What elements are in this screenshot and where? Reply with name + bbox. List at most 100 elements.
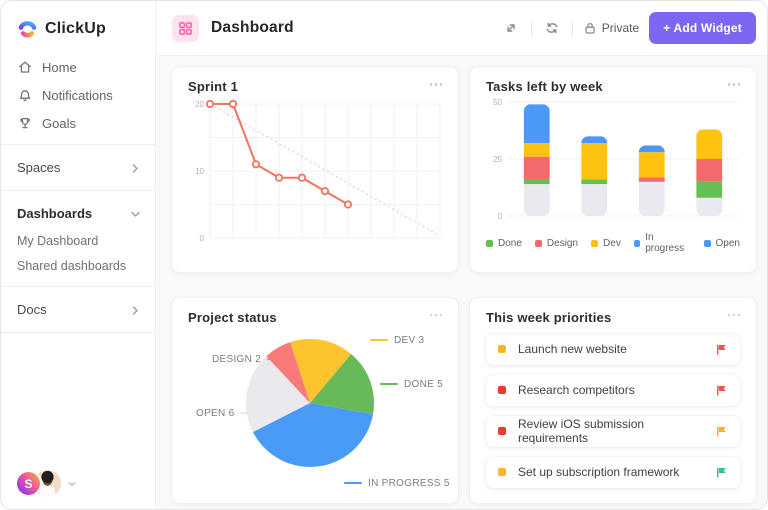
legend-label: Open — [715, 237, 740, 249]
add-widget-button[interactable]: + Add Widget — [649, 12, 756, 44]
trophy-icon — [17, 115, 33, 131]
sidebar-item-shared-dashboards[interactable]: Shared dashboards — [17, 259, 127, 273]
sidebar-section-dashboards[interactable]: Dashboards — [1, 198, 155, 229]
sidebar-item-label: Home — [42, 59, 77, 75]
legend-swatch — [633, 239, 641, 247]
status-bullet — [498, 427, 506, 435]
priority-label: Set up subscription framework — [518, 465, 680, 479]
flag-icon[interactable] — [715, 343, 728, 356]
pie-label-done: DONE 5 — [380, 379, 443, 390]
sidebar-item-home[interactable]: Home — [1, 53, 155, 81]
project-status-pie-chart: DEV 3 DONE 5 IN PROGRESS 5 OPEN 6 — [188, 327, 449, 495]
legend-item[interactable]: Dev — [591, 232, 621, 254]
lock-icon — [583, 21, 597, 35]
sidebar-divider — [1, 190, 155, 191]
priorities-card: This week priorities Launch new website R… — [469, 296, 757, 504]
expand-icon — [503, 20, 519, 36]
dashboard-grid: Sprint 1 20 10 0 Tasks left by week 50 25 0 … — [156, 56, 767, 509]
sidebar-item-goals[interactable]: Goals — [1, 109, 155, 137]
legend-item[interactable]: In progress — [633, 232, 691, 254]
sidebar-section-docs[interactable]: Docs — [1, 294, 155, 325]
status-card: Project status DEV 3 DONE 5 IN — [171, 296, 459, 504]
legend-swatch — [534, 239, 542, 247]
chart-legend: Done Design Dev In progress Open — [486, 232, 740, 254]
chevron-down-icon[interactable] — [67, 479, 77, 489]
priority-row[interactable]: Set up subscription framework — [486, 456, 740, 488]
priority-label: Launch new website — [518, 342, 627, 356]
legend-item[interactable]: Open — [703, 232, 740, 254]
card-menu-button[interactable] — [429, 79, 442, 90]
tasks-stacked-bar-chart: 50 25 0 — [493, 98, 738, 221]
sidebar-section-spaces[interactable]: Spaces — [1, 152, 155, 183]
flag-icon[interactable] — [715, 466, 728, 479]
privacy-label: Private — [601, 21, 640, 35]
pie-label-open: OPEN 6 — [196, 408, 267, 419]
card-title: This week priorities — [486, 309, 612, 325]
legend-item[interactable]: Design — [534, 232, 579, 254]
tasks-card: Tasks left by week 50 25 0 Done Design Dev In… — [469, 66, 757, 273]
chevron-right-icon — [129, 162, 141, 174]
sprint-burndown-chart: 20 10 0 — [195, 99, 441, 243]
leader-line — [267, 358, 290, 360]
sprint-card: Sprint 1 20 10 0 — [171, 66, 459, 273]
flag-icon[interactable] — [715, 425, 728, 438]
logo-text: ClickUp — [45, 19, 106, 37]
card-title: Project status — [188, 309, 277, 325]
flag-icon[interactable] — [715, 384, 728, 397]
spaces-label: Spaces — [17, 160, 61, 175]
sidebar-divider — [1, 332, 155, 333]
card-menu-button[interactable] — [429, 310, 442, 321]
sidebar-item-notifications[interactable]: Notifications — [1, 81, 155, 109]
sidebar-item-my-dashboard[interactable]: My Dashboard — [17, 234, 99, 248]
card-menu-button[interactable] — [727, 310, 740, 321]
legend-label: In progress — [645, 232, 685, 254]
leader-line — [344, 482, 362, 484]
header-separator — [571, 20, 573, 36]
legend-swatch — [703, 239, 711, 247]
dashboard-icon — [172, 14, 199, 42]
card-menu-button[interactable] — [727, 79, 740, 90]
home-icon — [17, 59, 33, 75]
clickup-logo-icon — [17, 17, 38, 40]
legend-swatch — [591, 239, 599, 247]
sidebar-divider — [1, 144, 155, 145]
bell-icon — [17, 87, 33, 103]
pie-label-in-progress: IN PROGRESS 5 — [344, 478, 450, 489]
pie-label-dev: DEV 3 — [370, 335, 424, 346]
header-separator — [530, 20, 532, 36]
priority-label: Research competitors — [518, 383, 635, 397]
sidebar: ClickUp Home Notifications Goals Spaces — [1, 1, 156, 509]
chevron-down-icon — [129, 208, 141, 220]
svg-text:0: 0 — [200, 234, 205, 243]
legend-swatch — [486, 239, 493, 247]
priority-row[interactable]: Launch new website — [486, 333, 740, 365]
legend-item[interactable]: Done — [486, 232, 522, 254]
avatar[interactable]: S — [15, 470, 42, 497]
svg-text:10: 10 — [195, 167, 204, 176]
privacy-toggle[interactable]: Private — [583, 21, 639, 35]
dashboards-label: Dashboards — [17, 206, 93, 221]
legend-label: Design — [546, 237, 579, 249]
header: Dashboard Priv — [156, 1, 767, 56]
docs-label: Docs — [17, 302, 47, 317]
card-title: Sprint 1 — [188, 79, 238, 94]
svg-text:50: 50 — [493, 98, 502, 107]
legend-label: Dev — [603, 237, 621, 249]
expand-button[interactable] — [501, 18, 521, 38]
sidebar-item-label: Goals — [42, 115, 76, 131]
priority-row[interactable]: Research competitors — [486, 374, 740, 406]
clickup-logo[interactable]: ClickUp — [1, 15, 155, 53]
leader-line — [240, 412, 267, 414]
priority-label: Review iOS submission requirements — [518, 417, 645, 445]
page-title: Dashboard — [211, 19, 294, 36]
status-bullet — [498, 345, 506, 353]
legend-label: Done — [498, 237, 522, 249]
refresh-button[interactable] — [542, 18, 562, 38]
refresh-icon — [544, 20, 560, 36]
svg-text:20: 20 — [195, 100, 204, 109]
svg-text:25: 25 — [493, 155, 502, 164]
status-bullet — [498, 386, 506, 394]
priorities-list: Launch new website Research competitors Re… — [486, 333, 740, 488]
priority-row[interactable]: Review iOS submission requirements — [486, 415, 740, 447]
